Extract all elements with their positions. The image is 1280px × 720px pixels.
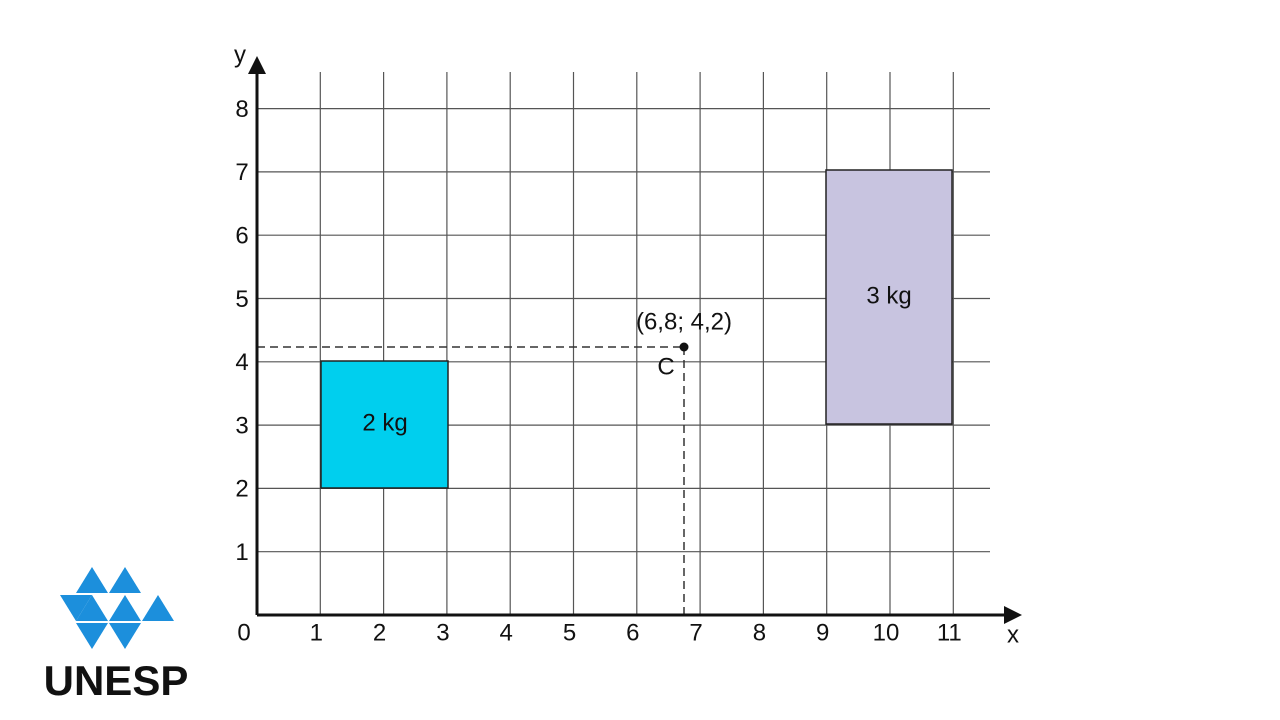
y-tick-label: 6 xyxy=(235,223,248,250)
body-2kg xyxy=(320,360,449,489)
x-tick-label: 5 xyxy=(563,619,576,646)
y-tick-label: 5 xyxy=(235,286,248,313)
center-point xyxy=(679,342,689,352)
x-tick-label: 9 xyxy=(816,619,829,646)
coordinates-label: (6,8; 4,2) xyxy=(636,308,732,335)
logo-triangle xyxy=(109,567,141,593)
logo-triangle xyxy=(76,567,108,593)
x-tick-label: 6 xyxy=(626,619,639,646)
y-tick-label: 3 xyxy=(235,412,248,439)
logo-triangle xyxy=(142,595,174,621)
logo-triangle xyxy=(76,595,108,621)
x-tick-label: 10 xyxy=(873,619,900,646)
y-tick-label: 2 xyxy=(235,476,248,503)
y-tick-label: 7 xyxy=(235,159,248,186)
y-tick-label: 8 xyxy=(235,96,248,123)
body-3kg xyxy=(825,169,953,425)
origin-label: 0 xyxy=(237,619,250,646)
body-label: 3 kg xyxy=(866,282,911,309)
point-label: C xyxy=(657,353,674,380)
logo: UNESP xyxy=(44,567,189,704)
logo-triangle xyxy=(76,623,108,649)
x-tick-label: 8 xyxy=(753,619,766,646)
logo-triangle xyxy=(109,623,141,649)
x-axis-label: x xyxy=(1007,621,1019,648)
logo-triangle xyxy=(60,595,92,621)
y-tick-label: 4 xyxy=(235,349,248,376)
y-tick-label: 1 xyxy=(235,539,248,566)
body-label: 2 kg xyxy=(362,409,407,436)
x-tick-label: 1 xyxy=(310,619,323,646)
x-arrow xyxy=(1004,606,1022,624)
y-axis-label: y xyxy=(234,41,246,68)
x-tick-label: 7 xyxy=(689,619,702,646)
logo-triangle xyxy=(109,595,141,621)
x-tick-label: 3 xyxy=(436,619,449,646)
y-arrow xyxy=(248,56,266,74)
x-tick-label: 11 xyxy=(937,619,962,646)
x-tick-label: 2 xyxy=(373,619,386,646)
logo-text: UNESP xyxy=(44,657,189,704)
x-tick-label: 4 xyxy=(500,619,513,646)
